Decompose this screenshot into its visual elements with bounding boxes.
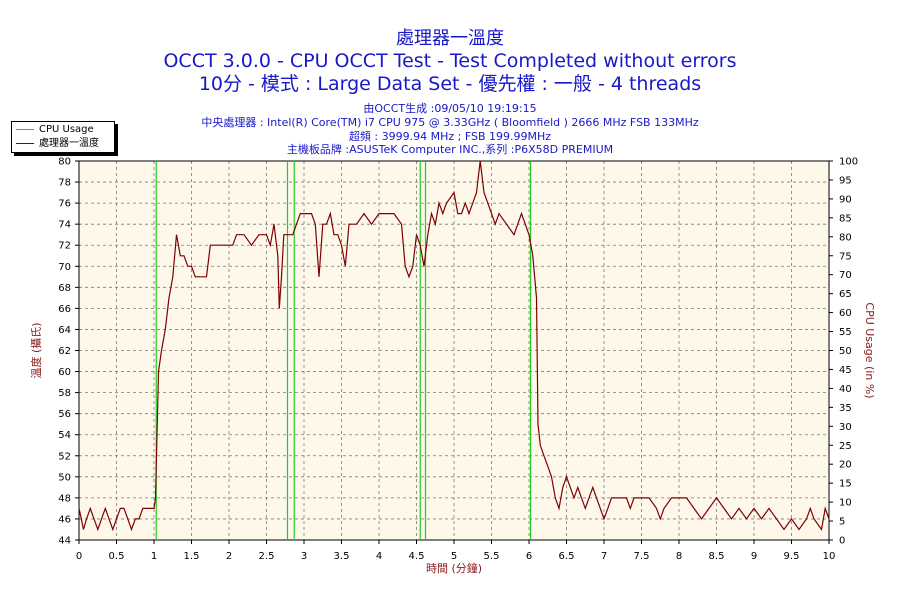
y-right-axis-label: CPU Usage (in %) bbox=[863, 302, 876, 398]
y-right-tick-label: 85 bbox=[839, 213, 852, 224]
y-left-tick-label: 56 bbox=[58, 409, 71, 420]
x-tick-label: 3.5 bbox=[334, 551, 350, 562]
x-axis-label: 時間 (分鐘) bbox=[426, 561, 482, 575]
y-right-tick-label: 60 bbox=[839, 308, 852, 319]
x-tick-label: 3 bbox=[301, 551, 307, 562]
y-left-tick-label: 68 bbox=[58, 283, 71, 294]
x-tick-label: 7.5 bbox=[634, 551, 650, 562]
x-tick-label: 5.5 bbox=[484, 551, 500, 562]
y-left-tick-label: 76 bbox=[58, 199, 71, 210]
y-left-tick-label: 60 bbox=[58, 367, 71, 378]
y-right-tick-label: 55 bbox=[839, 327, 852, 338]
y-right-tick-label: 15 bbox=[839, 479, 852, 490]
y-right-tick-label: 40 bbox=[839, 384, 852, 395]
y-right-tick-label: 65 bbox=[839, 289, 852, 300]
x-tick-label: 9 bbox=[751, 551, 757, 562]
y-left-tick-label: 64 bbox=[58, 325, 71, 336]
x-tick-label: 6 bbox=[526, 551, 532, 562]
x-tick-label: 7 bbox=[601, 551, 607, 562]
y-right-tick-label: 20 bbox=[839, 460, 852, 471]
legend-item-cpu-usage: CPU Usage bbox=[16, 123, 94, 136]
y-left-tick-label: 62 bbox=[58, 346, 71, 357]
y-left-tick-label: 72 bbox=[58, 241, 71, 252]
legend-label-temperature: 處理器一溫度 bbox=[39, 138, 99, 149]
chart-title: 處理器一溫度 bbox=[396, 28, 504, 49]
x-tick-label: 4 bbox=[376, 551, 382, 562]
legend-swatch-cpu-usage bbox=[16, 128, 34, 130]
x-tick-label: 8 bbox=[676, 551, 682, 562]
y-right-tick-label: 70 bbox=[839, 270, 852, 281]
x-tick-label: 2 bbox=[226, 551, 232, 562]
y-left-tick-label: 46 bbox=[58, 514, 71, 525]
chart-legend: CPU Usage 處理器一溫度 bbox=[11, 121, 115, 153]
y-left-tick-label: 78 bbox=[58, 178, 71, 189]
plot-border bbox=[78, 160, 830, 541]
legend-swatch-temperature bbox=[16, 142, 34, 144]
legend-item-temperature: 處理器一溫度 bbox=[16, 137, 99, 150]
chart-subtitle: OCCT 3.0.0 - CPU OCCT Test - Test Comple… bbox=[163, 50, 737, 72]
x-tick-label: 9.5 bbox=[784, 551, 800, 562]
x-tick-label: 5 bbox=[451, 551, 457, 562]
y-left-tick-label: 80 bbox=[58, 157, 71, 168]
y-right-tick-label: 0 bbox=[839, 536, 845, 547]
x-tick-label: 4.5 bbox=[409, 551, 425, 562]
y-right-tick-label: 90 bbox=[839, 194, 852, 205]
x-tick-label: 0.5 bbox=[109, 551, 125, 562]
x-tick-label: 1 bbox=[151, 551, 157, 562]
y-left-tick-label: 66 bbox=[58, 304, 71, 315]
y-left-tick-label: 54 bbox=[58, 430, 71, 441]
y-right-tick-label: 25 bbox=[839, 441, 852, 452]
y-right-tick-label: 50 bbox=[839, 346, 852, 357]
motherboard-info-line: 主機板品牌 :ASUSTeK Computer INC.,系列 :P6X58D … bbox=[286, 143, 614, 156]
x-tick-label: 6.5 bbox=[559, 551, 575, 562]
y-right-tick-label: 80 bbox=[839, 232, 852, 243]
test-mode-line: 10分 - 模式 : Large Data Set - 優先權 : 一般 - 4… bbox=[198, 73, 702, 95]
y-right-tick-label: 35 bbox=[839, 403, 852, 414]
overclock-info-line: 超頻 : 3999.94 MHz ; FSB 199.99MHz bbox=[348, 130, 552, 143]
y-left-axis-label: 溫度 (攝氏) bbox=[29, 322, 43, 378]
y-right-tick-label: 100 bbox=[839, 157, 858, 168]
temperature-line bbox=[78, 160, 830, 532]
y-left-tick-label: 52 bbox=[58, 451, 71, 462]
x-tick-label: 0 bbox=[76, 551, 82, 562]
generated-by-line: 由OCCT生成 :09/05/10 19:19:15 bbox=[363, 102, 537, 115]
y-left-tick-label: 50 bbox=[58, 472, 71, 483]
y-left-tick-label: 58 bbox=[58, 388, 71, 399]
x-tick-label: 8.5 bbox=[709, 551, 725, 562]
x-tick-label: 10 bbox=[823, 551, 836, 562]
x-tick-label: 2.5 bbox=[259, 551, 275, 562]
y-right-tick-label: 10 bbox=[839, 498, 852, 509]
y-left-tick-label: 44 bbox=[58, 536, 71, 547]
y-left-tick-label: 74 bbox=[58, 220, 71, 231]
y-right-tick-label: 75 bbox=[839, 251, 852, 262]
y-left-tick-label: 70 bbox=[58, 262, 71, 273]
x-tick-label: 1.5 bbox=[184, 551, 200, 562]
y-right-tick-label: 5 bbox=[839, 517, 845, 528]
cpu-info-line: 中央處理器 : Intel(R) Core(TM) i7 CPU 975 @ 3… bbox=[201, 116, 699, 129]
y-right-tick-label: 45 bbox=[839, 365, 852, 376]
y-left-tick-label: 48 bbox=[58, 493, 71, 504]
legend-label-cpu-usage: CPU Usage bbox=[39, 124, 94, 135]
y-right-tick-label: 95 bbox=[839, 175, 852, 186]
y-right-tick-label: 30 bbox=[839, 422, 852, 433]
